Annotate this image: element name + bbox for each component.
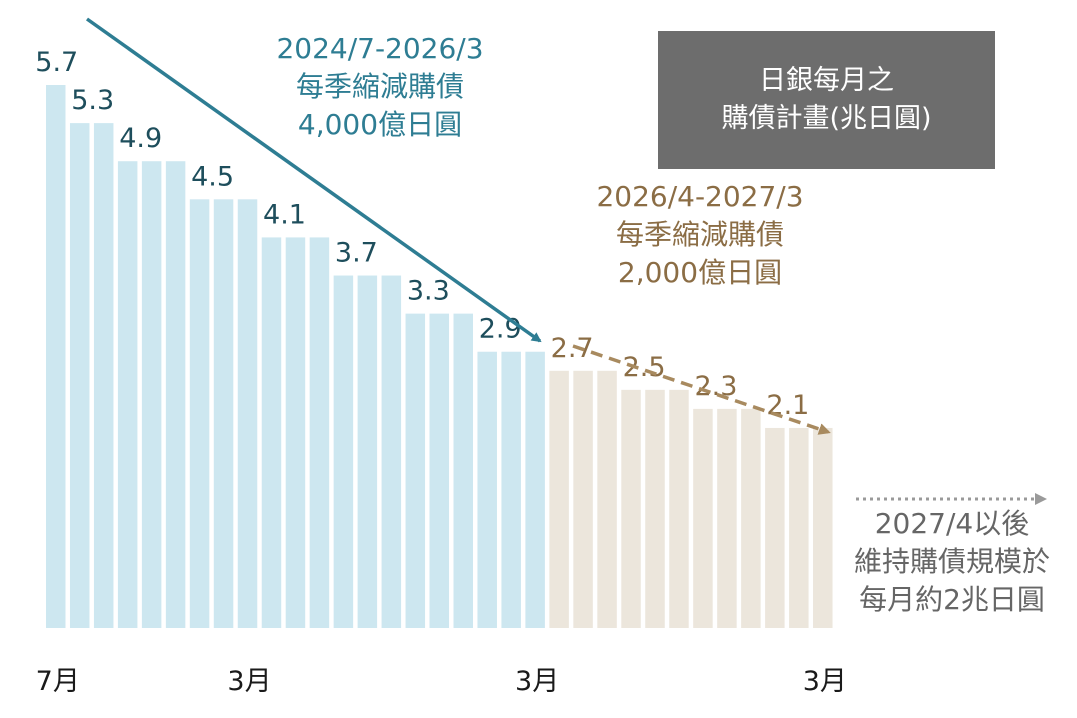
bar-30 [765, 427, 785, 628]
chart-title-line-1: 日銀每月之 [759, 65, 894, 96]
bar-17 [453, 313, 473, 628]
bar-22 [573, 370, 593, 628]
bar-4 [141, 161, 162, 628]
bar-9 [261, 237, 282, 629]
bar-26 [669, 389, 689, 628]
x-tick-label-3: 3月 [803, 666, 847, 697]
bar-32 [813, 427, 833, 628]
data-label-1: 5.3 [71, 85, 114, 116]
bar-15 [405, 313, 426, 628]
bar-25 [645, 389, 665, 628]
post-2027-annotation: 2027/4以後 維持購債規模於 每月約2兆日圓 [832, 505, 1072, 619]
phase2-period: 2026/4-2027/3 [596, 180, 804, 213]
bar-13 [357, 275, 378, 628]
bar-12 [333, 275, 354, 628]
data-label-24: 2.5 [623, 352, 666, 383]
bars-layer [46, 85, 833, 629]
bar-14 [381, 275, 402, 628]
phase1-annotation: 2024/7-2026/3 每季縮減購債 4,000億日圓 [250, 30, 510, 144]
chart-title-box: 日銀每月之 購債計畫(兆日圓) [658, 31, 995, 169]
data-label-12: 3.7 [335, 238, 378, 269]
phase1-trend-arrow [85, 17, 542, 343]
data-label-27: 2.3 [694, 371, 737, 402]
bar-3 [117, 161, 138, 628]
bar-19 [501, 351, 521, 628]
bar-2 [93, 123, 114, 629]
x-tick-label-2: 3月 [515, 666, 559, 697]
data-label-3: 4.9 [119, 123, 162, 154]
bar-5 [165, 161, 186, 628]
bar-1 [69, 123, 90, 629]
bar-27 [693, 408, 713, 628]
data-label-21: 2.7 [551, 333, 594, 364]
post-2027-amount: 每月約2兆日圓 [859, 583, 1045, 616]
bar-18 [477, 351, 497, 628]
phase2-amount: 2,000億日圓 [617, 256, 783, 289]
trend-arrows-layer [85, 17, 1047, 505]
phase2-trend-arrow [572, 344, 831, 435]
phase2-description: 每季縮減購債 [615, 218, 784, 251]
bar-31 [789, 427, 809, 628]
bar-16 [429, 313, 450, 628]
bar-11 [309, 237, 330, 629]
data-label-15: 3.3 [407, 276, 450, 307]
bar-23 [597, 370, 617, 628]
bar-7 [213, 199, 234, 628]
chart-title-line-2: 購債計畫(兆日圓) [721, 103, 932, 134]
post-2027-description: 維持購債規模於 [853, 545, 1050, 578]
phase1-amount: 4,000億日圓 [297, 108, 463, 141]
data-label-6: 4.5 [191, 161, 234, 192]
post-2027-period: 2027/4以後 [874, 507, 1030, 540]
phase1-period: 2024/7-2026/3 [276, 32, 484, 65]
x-tick-label-0: 7月 [36, 666, 80, 697]
bar-10 [285, 237, 306, 629]
data-label-9: 4.1 [263, 199, 306, 230]
bar-20 [525, 351, 545, 628]
bar-6 [189, 199, 210, 628]
data-label-30: 2.1 [766, 390, 809, 421]
data-labels-layer: 5.7 5.34.9 4.5 4.1 3.7 3.3 2.9 2.7 2.5 2.3 2.1 [35, 47, 809, 421]
bar-28 [717, 408, 737, 628]
bar-29 [741, 408, 761, 628]
bar-21 [549, 370, 569, 628]
x-axis-layer: 7月 3月 3月 3月 [36, 666, 847, 697]
phase1-description: 每季縮減購債 [295, 70, 464, 103]
x-tick-label-1: 3月 [227, 666, 271, 697]
bar-8 [237, 199, 258, 628]
data-label-0: 5.7 [35, 47, 78, 78]
bar-24 [621, 389, 641, 628]
data-label-18: 2.9 [479, 314, 522, 345]
bar-0 [46, 85, 66, 628]
phase2-annotation: 2026/4-2027/3 每季縮減購債 2,000億日圓 [565, 178, 835, 292]
